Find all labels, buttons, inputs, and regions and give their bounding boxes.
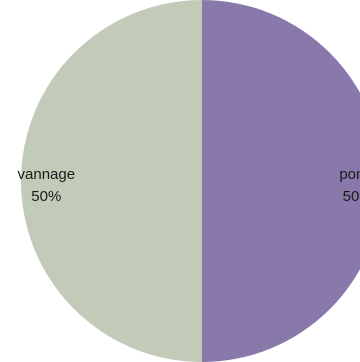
pie-slices — [21, 0, 360, 362]
pie-slice-percent-label: 50% — [343, 188, 360, 205]
pie-labels: ponts 50% vannage 50% — [18, 166, 360, 205]
pie-slice-vannage — [21, 0, 202, 362]
pie-slice-ponts — [202, 0, 360, 362]
pie-slice-percent-label: 50% — [31, 188, 61, 205]
pie-slice-category-label: ponts — [339, 166, 360, 183]
pie-slice-category-label: vannage — [18, 166, 76, 183]
